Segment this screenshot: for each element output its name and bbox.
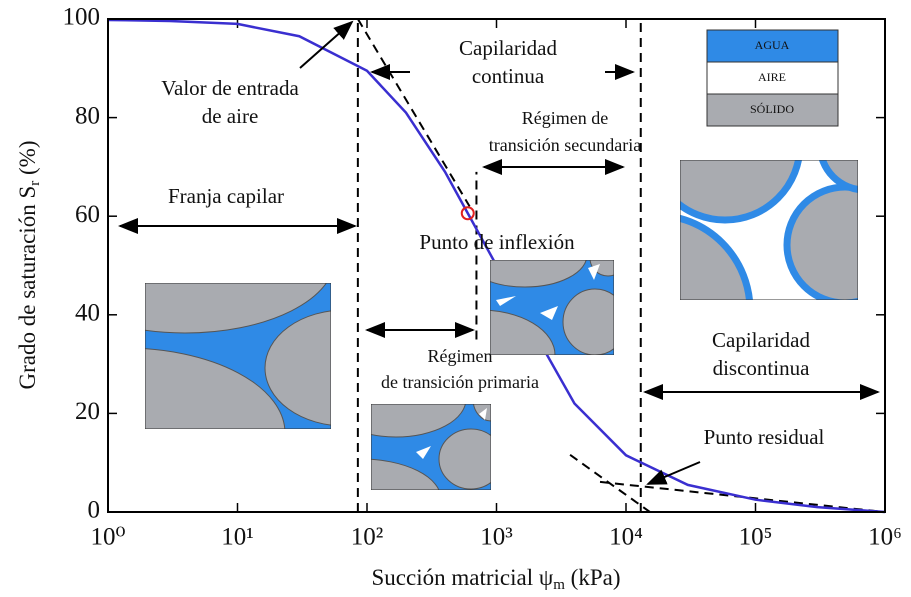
x-tick-label: 10⁵	[739, 524, 773, 551]
x-tick-label: 10⁶	[868, 524, 902, 551]
y-tick-label: 80	[75, 102, 100, 129]
annotation: Franja capilar	[168, 184, 284, 208]
y-axis-label-unit: (%)	[15, 141, 40, 181]
x-axis-label: Succión matricial ψm (kPa)	[372, 565, 621, 593]
y-axis-label: Grado de saturación Sr (%)	[15, 141, 43, 390]
y-tick-label: 100	[63, 4, 101, 31]
annotation: Punto residual	[704, 425, 825, 449]
x-tick-label: 10³	[480, 524, 513, 551]
y-tick-label: 20	[75, 398, 100, 425]
x-tick-label: 10²	[351, 524, 384, 551]
annotation: Capilaridad	[712, 328, 810, 352]
chart: 0 20 40 60 80 100 10⁰ 10¹ 10² 10³ 10⁴ 10⁵ 10⁶	[0, 0, 911, 597]
annotation: Régimen	[428, 346, 493, 366]
annotation: Régimen de	[522, 108, 608, 128]
annotation: de aire	[202, 104, 259, 128]
y-tick-label: 60	[75, 201, 100, 228]
annotation: Punto de inflexión	[419, 230, 575, 254]
y-tick-label: 40	[75, 300, 100, 327]
x-axis-label-main: Succión matricial ψ	[372, 565, 554, 590]
y-tick-label: 0	[88, 497, 101, 524]
x-tick-label: 10¹	[221, 524, 254, 551]
x-tick-label: 10⁴	[609, 524, 643, 551]
legend-label: AGUA	[755, 38, 790, 52]
material-legend: AGUA AIRE SÓLIDO	[707, 30, 838, 126]
legend-label: AIRE	[758, 70, 786, 84]
annotation: discontinua	[713, 356, 810, 380]
legend-label: SÓLIDO	[750, 102, 794, 116]
annotation: Valor de entrada	[161, 76, 299, 100]
x-axis-label-sub: m	[553, 577, 565, 593]
annotation: Capilaridad	[459, 36, 557, 60]
x-tick-label: 10⁰	[90, 524, 125, 551]
annotation: de transición primaria	[381, 372, 539, 392]
x-axis-label-unit: (kPa)	[565, 565, 621, 590]
annotation: continua	[472, 64, 545, 88]
y-axis-label-main: Grado de saturación S	[15, 186, 40, 390]
annotation: transición secundaria	[489, 135, 641, 155]
